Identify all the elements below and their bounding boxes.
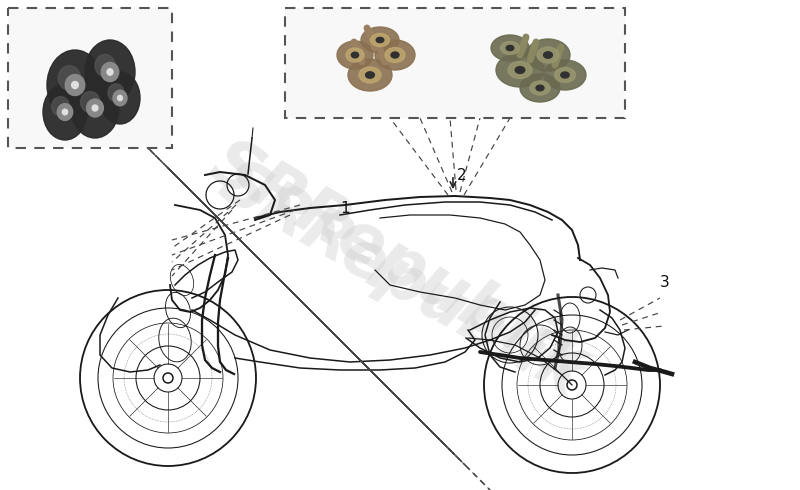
- Ellipse shape: [108, 84, 124, 102]
- Ellipse shape: [43, 84, 87, 140]
- Bar: [285, 8, 625, 118]
- Ellipse shape: [370, 33, 390, 47]
- Ellipse shape: [62, 109, 68, 115]
- Ellipse shape: [118, 96, 122, 100]
- Ellipse shape: [58, 66, 81, 90]
- Text: SRRepublik: SRRepublik: [208, 151, 592, 409]
- Ellipse shape: [86, 99, 103, 117]
- Ellipse shape: [385, 48, 405, 63]
- Ellipse shape: [113, 90, 127, 106]
- Text: 1: 1: [340, 200, 350, 216]
- Ellipse shape: [554, 68, 575, 82]
- Text: SRRepublik: SRRepublik: [199, 130, 601, 400]
- Ellipse shape: [361, 27, 399, 53]
- Ellipse shape: [537, 47, 559, 63]
- Ellipse shape: [526, 39, 570, 71]
- Ellipse shape: [52, 97, 70, 116]
- Ellipse shape: [520, 74, 560, 102]
- Ellipse shape: [544, 52, 552, 58]
- Ellipse shape: [100, 72, 140, 124]
- Ellipse shape: [561, 72, 570, 78]
- Ellipse shape: [375, 40, 415, 70]
- Ellipse shape: [359, 67, 381, 83]
- Ellipse shape: [496, 53, 544, 87]
- Bar: [10, 10, 170, 146]
- Bar: [8, 8, 172, 148]
- Ellipse shape: [544, 60, 586, 90]
- Ellipse shape: [515, 67, 525, 74]
- Text: 3: 3: [660, 274, 670, 290]
- Ellipse shape: [95, 54, 115, 77]
- Ellipse shape: [66, 74, 85, 96]
- Ellipse shape: [72, 81, 78, 89]
- Ellipse shape: [376, 37, 384, 43]
- Ellipse shape: [102, 62, 118, 82]
- Ellipse shape: [81, 92, 100, 113]
- Ellipse shape: [107, 69, 113, 75]
- Ellipse shape: [47, 50, 103, 120]
- Ellipse shape: [530, 81, 550, 95]
- Ellipse shape: [351, 52, 358, 58]
- Ellipse shape: [58, 103, 73, 121]
- Ellipse shape: [366, 72, 374, 78]
- Ellipse shape: [491, 35, 529, 61]
- Ellipse shape: [508, 62, 532, 78]
- Ellipse shape: [501, 42, 519, 54]
- Ellipse shape: [391, 52, 399, 58]
- Ellipse shape: [346, 48, 364, 62]
- Ellipse shape: [92, 105, 98, 111]
- Ellipse shape: [348, 59, 392, 91]
- Ellipse shape: [536, 85, 544, 91]
- Ellipse shape: [506, 46, 514, 50]
- Ellipse shape: [71, 78, 119, 138]
- Text: 2: 2: [457, 168, 466, 182]
- Ellipse shape: [85, 40, 135, 104]
- Ellipse shape: [337, 41, 373, 69]
